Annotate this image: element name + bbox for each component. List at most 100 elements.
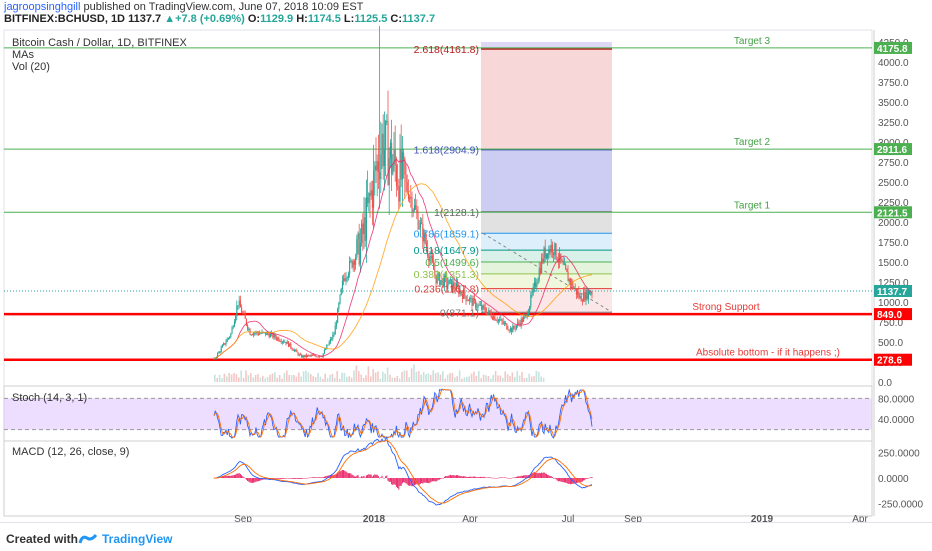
price-tag-label: 4175.8	[877, 44, 908, 55]
macd-histogram-bar	[489, 477, 491, 478]
volume-bar	[434, 373, 437, 382]
macd-histogram-bar	[507, 478, 509, 479]
macd-histogram-bar	[398, 478, 400, 490]
author-link[interactable]: jagroopsinghgill	[4, 1, 81, 13]
candle-body	[523, 316, 525, 322]
candle-body	[539, 269, 541, 274]
fib-level-label: 1.618(2904.9)	[414, 145, 479, 157]
macd-histogram-bar	[502, 477, 504, 478]
candle-body	[553, 252, 555, 256]
volume-bar	[478, 370, 480, 382]
volume-bar	[257, 374, 259, 382]
candle-body	[335, 323, 337, 326]
macd-histogram-bar	[257, 478, 259, 482]
volume-bar	[245, 370, 247, 382]
macd-axis-tick: 0.0000	[878, 474, 909, 485]
candle-body	[310, 355, 312, 357]
macd-line	[214, 436, 593, 506]
macd-histogram-bar	[226, 475, 228, 478]
volume-bar	[494, 370, 497, 382]
macd-histogram-bar	[233, 474, 235, 478]
candle-body	[239, 300, 241, 308]
tradingview-brand-link[interactable]: TradingView	[102, 532, 173, 546]
volume-bar	[329, 374, 331, 382]
ohlc-line: BITFINEX:BCHUSD, 1D 1137.7 ▲+7.8 (+0.69%…	[4, 13, 435, 25]
macd-histogram-bar	[421, 478, 423, 483]
candle-body	[526, 314, 528, 317]
macd-histogram-bar	[427, 478, 429, 484]
candle-body	[337, 308, 339, 324]
macd-histogram-bar	[541, 472, 543, 478]
time-axis-tick: Sep	[624, 514, 642, 522]
macd-histogram-bar	[490, 477, 492, 479]
candle-body	[514, 327, 516, 329]
candle-body	[341, 280, 343, 289]
macd-histogram-bar	[357, 474, 359, 478]
candle-body	[533, 282, 535, 287]
macd-histogram-bar	[389, 478, 391, 482]
candle-body	[375, 165, 377, 171]
macd-histogram-bar	[453, 475, 455, 478]
legend-mas: MAs	[12, 49, 35, 61]
candle-body	[469, 298, 471, 301]
macd-histogram-bar	[249, 478, 251, 483]
macd-histogram-bar	[339, 471, 341, 478]
macd-pane	[3, 440, 873, 517]
price-chart[interactable]: 2.618(4161.8) 1.618(2904.9) 1(2128.1) 0.786…	[0, 26, 932, 522]
created-with-label: Created with	[6, 532, 79, 546]
candle-body	[311, 355, 313, 357]
macd-histogram-bar	[550, 476, 552, 478]
candle-body	[321, 356, 323, 358]
volume-bar	[307, 372, 310, 382]
macd-histogram-bar	[361, 476, 363, 478]
macd-histogram-bar	[244, 478, 246, 479]
volume-bar	[242, 377, 245, 382]
macd-histogram-bar	[513, 477, 515, 478]
candle-body	[419, 222, 421, 228]
macd-histogram-bar	[431, 478, 433, 482]
candle-body	[394, 149, 396, 166]
macd-histogram-bar	[356, 475, 358, 478]
candle-body	[548, 249, 550, 258]
macd-histogram-bar	[419, 478, 421, 484]
macd-histogram-bar	[375, 474, 377, 478]
macd-histogram-bar	[539, 473, 541, 478]
macd-histogram-bar	[395, 478, 397, 487]
candle-body	[513, 326, 515, 328]
candle-body	[511, 328, 513, 333]
volume-bar	[504, 371, 506, 382]
candle-body	[505, 323, 507, 324]
macd-histogram-bar	[409, 478, 411, 486]
volume-bar	[391, 377, 394, 382]
macd-histogram-bar	[561, 478, 563, 482]
macd-histogram-bar	[501, 477, 503, 478]
candle-body	[305, 354, 307, 357]
candle-body	[423, 232, 425, 242]
volume-bar	[490, 378, 492, 382]
volume-bar	[319, 376, 322, 382]
macd-histogram-bar	[301, 478, 303, 479]
volume-bar	[286, 370, 288, 382]
macd-histogram-bar	[537, 473, 539, 478]
price-tag	[874, 284, 912, 297]
macd-histogram-bar	[337, 472, 339, 478]
candle-body	[557, 261, 559, 262]
candle-body	[289, 343, 291, 347]
volume-bar	[386, 367, 389, 382]
macd-histogram-bar	[479, 476, 481, 478]
macd-histogram-bar	[417, 478, 419, 485]
candle-body	[413, 205, 415, 211]
macd-axis-tick: 250.0000	[878, 448, 920, 459]
candle-body	[555, 243, 557, 259]
volume-bar	[240, 370, 242, 382]
macd-histogram-bar	[443, 476, 445, 478]
candle-body	[575, 288, 577, 295]
candle-body	[503, 323, 505, 324]
macd-histogram-bar	[298, 478, 300, 479]
candle-body	[452, 282, 454, 290]
candle-body	[458, 286, 460, 295]
volume-bar	[403, 370, 406, 382]
candle-body	[371, 190, 373, 208]
volume-bar	[377, 371, 379, 382]
macd-histogram-bar	[341, 470, 343, 478]
